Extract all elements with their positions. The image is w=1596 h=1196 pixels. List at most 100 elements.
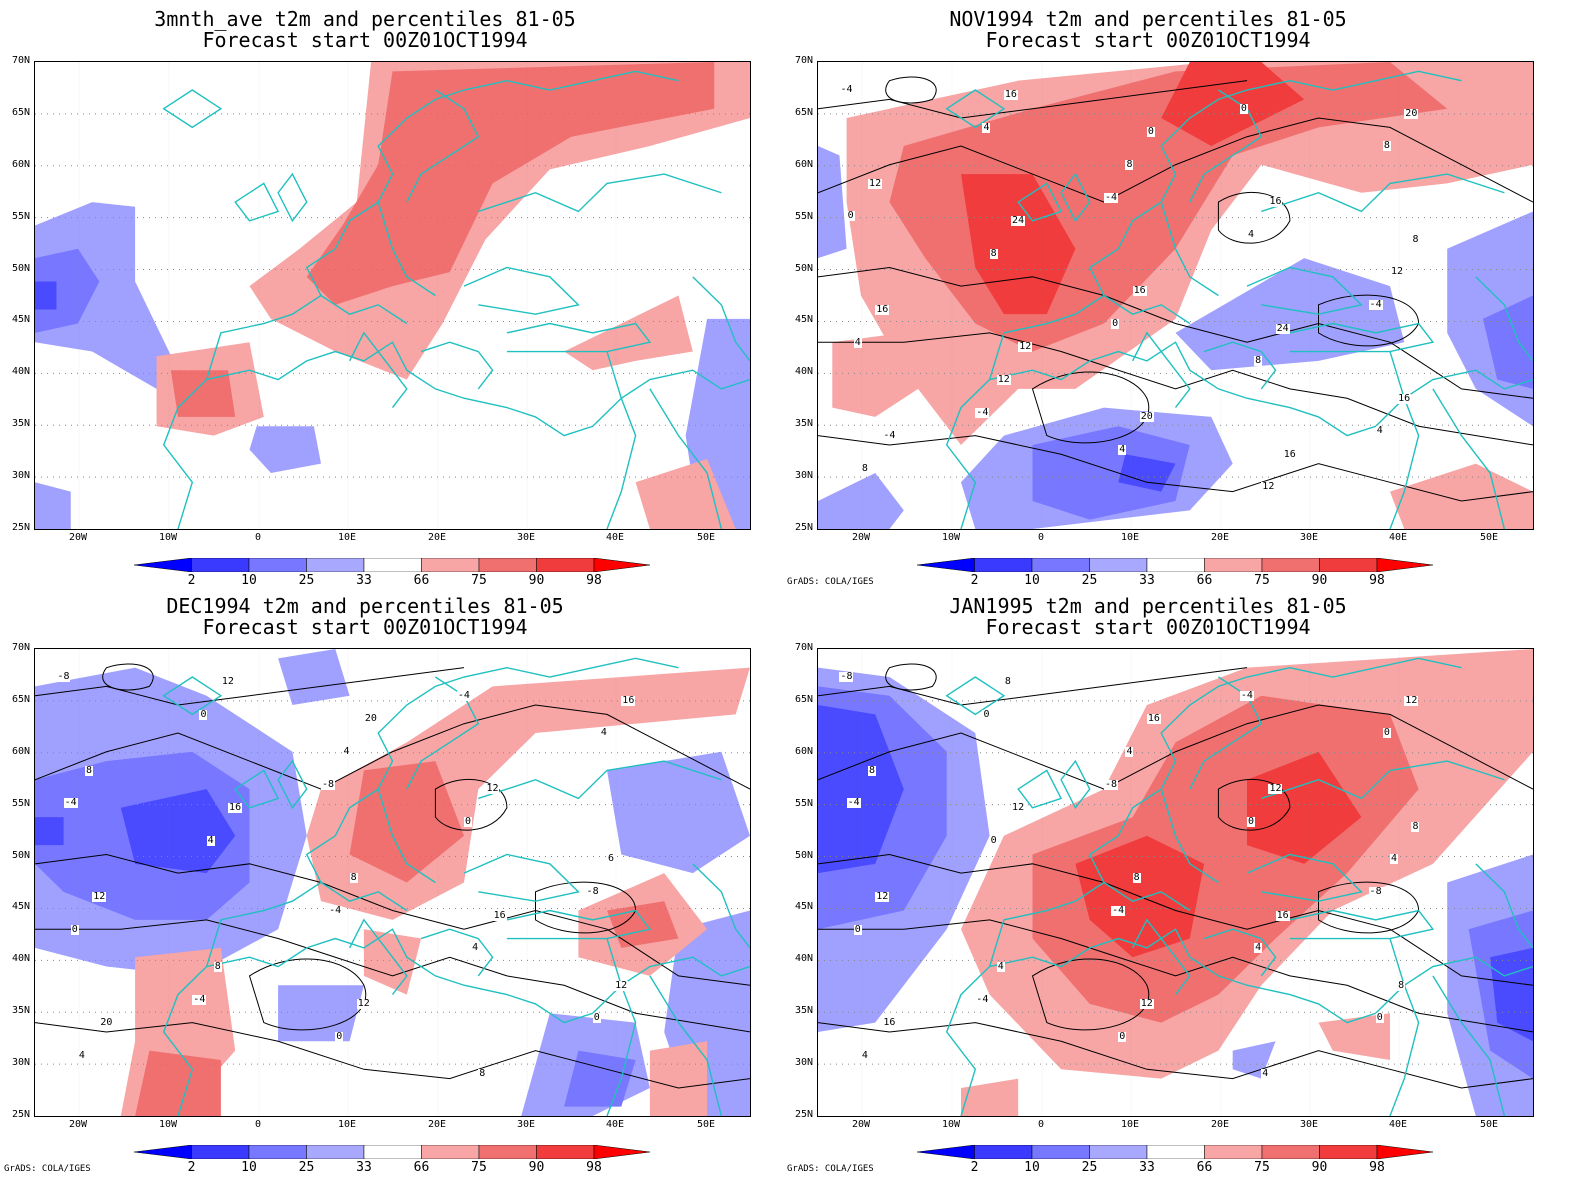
map-area[interactable]: -4 -4 -4 -4 0 0 0 4 4 4 4 4 8 8 8 8 8 12 12 12 12 16 16 16 16 16 2… — [817, 61, 1534, 530]
contour-label: 8 — [989, 247, 998, 259]
contour-label: 8 — [478, 1068, 487, 1080]
colorbar-label: 98 — [586, 1160, 602, 1175]
contour-label: 16 — [1282, 448, 1297, 460]
contour-label: 12 — [1018, 341, 1033, 353]
latitude-label: 40N — [794, 953, 813, 965]
contour-label: -4 — [882, 429, 897, 441]
map-panel-p3: DEC1994 t2m and percentiles 81-05 Forecas… — [0, 587, 790, 1175]
colorbar-arrow-low — [133, 557, 192, 573]
percentile-shading — [35, 817, 64, 846]
map-canvas — [35, 62, 750, 529]
map-area[interactable]: -8 -8 -8 -4 -4 -4 -4 0 0 0 0 0 0 0 4 4 4 4 4 4 8 8 8 8 12 12 12 12 1… — [817, 648, 1534, 1117]
contour-label: -4 — [456, 690, 471, 702]
latitude-label: 25N — [794, 522, 813, 533]
percentile-shading — [35, 202, 178, 389]
percentile-shading — [363, 929, 422, 995]
coastline — [478, 174, 721, 211]
coastline — [607, 352, 636, 529]
coastline — [1247, 267, 1361, 314]
contour-label: 24 — [1011, 215, 1026, 227]
percentile-shading — [607, 751, 750, 874]
latitude-label: 30N — [794, 1057, 813, 1069]
longitude-label: 20E — [1210, 1119, 1230, 1130]
latitude-label: 65N — [794, 693, 813, 705]
colorbar-label: 98 — [586, 573, 602, 588]
percentile-shading — [120, 789, 236, 874]
longitude-label: 30E — [1299, 1119, 1319, 1130]
colorbar-swatch — [1089, 557, 1148, 573]
temperature-contour — [818, 436, 1533, 501]
map-area[interactable] — [34, 61, 751, 530]
latitude-label: 70N — [11, 642, 30, 653]
contour-label: 20 — [363, 713, 378, 725]
panel-subtitle: Forecast start 00Z01OCT1994 — [985, 28, 1311, 52]
contour-label: 4 — [1261, 1068, 1270, 1080]
colorbar-graphic — [916, 1144, 1434, 1160]
temperature-contour — [35, 1023, 750, 1088]
longitude-label: 10W — [941, 532, 961, 543]
contour-label: 4 — [1118, 443, 1127, 455]
temperature-contour — [818, 854, 1533, 985]
map-panel-p4: JAN1995 t2m and percentiles 81-05 Forecas… — [783, 587, 1573, 1175]
latitude-label: 65N — [11, 106, 30, 118]
contour-label: 16 — [1397, 392, 1412, 404]
colorbar-arrow-high — [1376, 1144, 1434, 1160]
percentile-shading — [961, 174, 1076, 315]
colorbar-swatch — [421, 557, 480, 573]
contour-label: 8 — [1254, 355, 1263, 367]
longitude-label: 30E — [516, 532, 536, 543]
longitude-label: 10E — [1120, 532, 1140, 543]
coastline — [1061, 174, 1090, 221]
percentile-shading — [35, 482, 71, 529]
coastline — [1161, 789, 1218, 882]
longitude-label: 50E — [1479, 532, 1499, 543]
colorbar-label: 2 — [970, 573, 979, 588]
latitude-label: 60N — [794, 158, 813, 170]
colorbar-label: 25 — [298, 573, 315, 588]
contour-label: 12 — [485, 783, 500, 795]
colorbar-swatch — [191, 557, 250, 573]
contour-label: 4 — [599, 727, 608, 739]
latitude-label: 40N — [794, 366, 813, 378]
colorbar-label: 98 — [1369, 573, 1385, 588]
contour-label: 4 — [1254, 942, 1263, 954]
percentile-shading — [832, 332, 919, 417]
coastline — [407, 90, 479, 202]
contour-label: 8 — [85, 764, 94, 776]
coastline — [1290, 324, 1433, 352]
colorbar-label: 98 — [1369, 1160, 1385, 1175]
coastline — [507, 911, 650, 939]
colorbar-swatch — [974, 1144, 1033, 1160]
colorbar-swatch — [191, 1144, 250, 1160]
contour-label: 0 — [1382, 727, 1391, 739]
contour-label: 0 — [335, 1030, 344, 1042]
contour-label: 4 — [1375, 425, 1384, 437]
colorbar-label: 66 — [413, 1160, 430, 1175]
longitude-label: 10W — [158, 532, 178, 543]
colorbar-swatch — [1146, 1144, 1205, 1160]
contour-label: 16 — [1146, 713, 1161, 725]
coastline — [1133, 920, 1190, 995]
contour-label: -4 — [1239, 690, 1254, 702]
percentile-shading — [1161, 62, 1305, 147]
coastline — [947, 929, 1533, 1116]
coastline — [650, 389, 722, 529]
colorbar-swatch — [363, 557, 422, 573]
longitude-label: 40E — [605, 1119, 625, 1130]
colorbar-label: 90 — [528, 573, 545, 588]
map-area[interactable]: -8 -8 -8 -4 -4 -4 -4 0 0 0 0 0 4 4 4 4 4 6 8 8 8 8 12 12 12 12 12 1… — [34, 648, 751, 1117]
latitude-label: 60N — [11, 745, 30, 757]
contour-label: 20 — [99, 1016, 114, 1028]
temperature-contour — [1218, 779, 1290, 830]
latitude-label: 65N — [794, 106, 813, 118]
contour-label: 20 — [1139, 411, 1154, 423]
temperature-contour — [1033, 372, 1149, 443]
contour-label: -4 — [328, 904, 343, 916]
contour-label: 12 — [875, 890, 890, 902]
contour-label: -8 — [585, 886, 600, 898]
latitude-label: 25N — [794, 1109, 813, 1120]
grads-credit: GrADS: COLA/IGES — [4, 1164, 91, 1174]
contour-label: -8 — [839, 671, 854, 683]
temperature-contour — [818, 705, 1533, 789]
contour-label: 4 — [1125, 746, 1134, 758]
